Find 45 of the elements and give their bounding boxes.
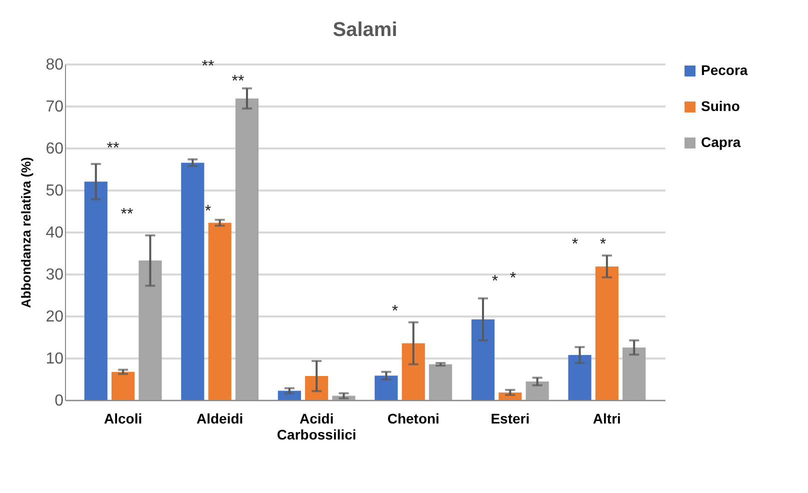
bar bbox=[429, 364, 452, 400]
annotation: * bbox=[572, 236, 578, 253]
annotation: * bbox=[600, 236, 606, 253]
y-tick-label: 40 bbox=[46, 224, 64, 242]
bar bbox=[305, 376, 328, 400]
y-tick-label: 30 bbox=[46, 266, 64, 284]
bar bbox=[526, 382, 549, 400]
annotation: * bbox=[204, 203, 212, 220]
bar bbox=[235, 98, 259, 400]
annotation: ** bbox=[202, 58, 214, 75]
bar bbox=[208, 222, 232, 400]
annotation: ** bbox=[106, 140, 120, 157]
annotation: * bbox=[492, 273, 498, 290]
legend-label: Capra bbox=[701, 134, 741, 150]
bar bbox=[374, 376, 398, 400]
bar bbox=[84, 182, 108, 400]
bar bbox=[471, 319, 495, 400]
y-tick-label: 60 bbox=[46, 140, 64, 158]
annotation: ** bbox=[120, 206, 134, 223]
y-tick-label: 20 bbox=[46, 308, 64, 326]
annotation: * bbox=[510, 270, 516, 287]
x-tick-label: Chetoni bbox=[387, 410, 440, 426]
y-tick-label: 10 bbox=[46, 350, 64, 368]
bar bbox=[181, 162, 204, 400]
x-tick-label: Aldeidi bbox=[196, 410, 244, 426]
x-tick-label: Alcoli bbox=[104, 410, 142, 426]
legend-label: Pecora bbox=[701, 62, 748, 78]
y-tick-label: 50 bbox=[46, 182, 64, 200]
y-tick-label: 0 bbox=[54, 392, 64, 410]
bar bbox=[568, 355, 592, 400]
x-tick-label: Acidi Carbossilici bbox=[276, 410, 356, 442]
bar bbox=[622, 348, 646, 400]
bar bbox=[402, 343, 425, 400]
annotation: ** bbox=[232, 73, 244, 90]
bar bbox=[595, 266, 618, 400]
x-tick-label: Altri bbox=[592, 410, 621, 426]
legend-label: Suino bbox=[701, 98, 740, 114]
y-axis-title: Abbondanza relativa (%) bbox=[18, 157, 34, 308]
x-tick-label: Esteri bbox=[490, 410, 530, 426]
bar bbox=[112, 372, 135, 400]
chart-title: Salami bbox=[332, 19, 398, 41]
y-tick-label: 70 bbox=[46, 98, 64, 116]
y-tick-label: 80 bbox=[46, 56, 64, 74]
bar bbox=[138, 260, 162, 400]
annotation: * bbox=[392, 303, 398, 320]
